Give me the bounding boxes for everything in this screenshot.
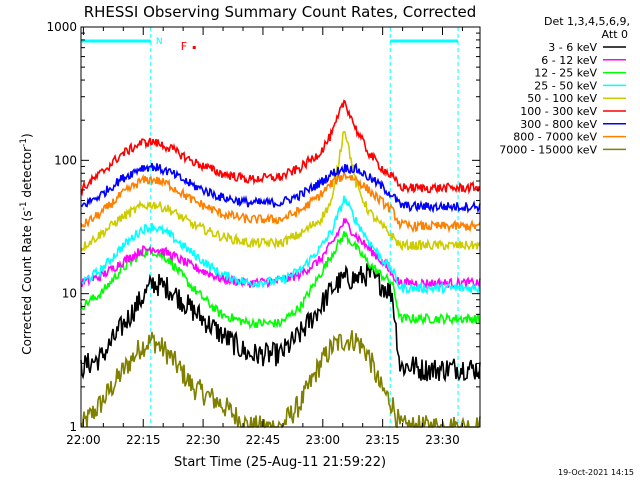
legend-entry-label: 3 - 6 keV <box>548 41 597 54</box>
night-flag-label: N <box>156 37 163 47</box>
legend-entry-label: 300 - 800 keV <box>520 118 597 131</box>
legend-entry-label: 25 - 50 keV <box>534 79 597 92</box>
legend-header-line2: Att 0 <box>602 28 628 41</box>
series-layer <box>80 99 481 429</box>
x-tick-label: 22:45 <box>246 433 281 447</box>
chart-title: RHESSI Observing Summary Count Rates, Co… <box>84 3 477 21</box>
flag-markers: F <box>181 40 196 53</box>
flare-flag-marker <box>192 46 196 49</box>
series-line <box>80 170 481 234</box>
footer-date: 19-Oct-2021 14:15 <box>558 468 634 477</box>
x-tick-label: 22:30 <box>186 433 221 447</box>
series-line <box>80 99 481 197</box>
x-tick-label: 23:30 <box>425 433 460 447</box>
legend-entry-label: 800 - 7000 keV <box>513 131 597 144</box>
legend-entry-label: 100 - 300 keV <box>520 105 597 118</box>
series-line <box>80 130 481 252</box>
plot-frame <box>80 26 481 428</box>
series-line <box>80 230 481 330</box>
x-tick-label: 23:15 <box>365 433 400 447</box>
legend-entry-label: 50 - 100 keV <box>527 92 597 105</box>
x-tick-label: 23:00 <box>305 433 340 447</box>
series-line <box>80 330 481 429</box>
x-tick-label: 22:00 <box>66 433 101 447</box>
series-line <box>80 263 481 383</box>
x-tick-label: 22:15 <box>126 433 161 447</box>
y-tick-label: 100 <box>54 153 77 167</box>
y-tick-label: 1 <box>69 420 77 434</box>
legend-header-line1: Det 1,3,4,5,6,9, <box>544 15 630 28</box>
axes: 22:00 22:15 22:30 22:45 23:00 23:15 23:30 1 10 10… <box>46 20 481 447</box>
series-line <box>80 162 481 214</box>
flare-flag-label: F <box>181 40 187 53</box>
y-tick-label: 1000 <box>46 20 77 34</box>
legend-entry-label: 12 - 25 keV <box>534 67 597 80</box>
legend-entry-label: 7000 - 15000 keV <box>499 143 597 156</box>
x-axis-label: Start Time (25-Aug-11 21:59:22) <box>174 455 386 470</box>
y-axis-label: Corrected Count Rate (s-1 detector-1) <box>19 133 34 354</box>
y-tick-label: 10 <box>62 287 77 301</box>
legend-entry-label: 6 - 12 keV <box>541 54 597 67</box>
series-line <box>80 195 481 296</box>
